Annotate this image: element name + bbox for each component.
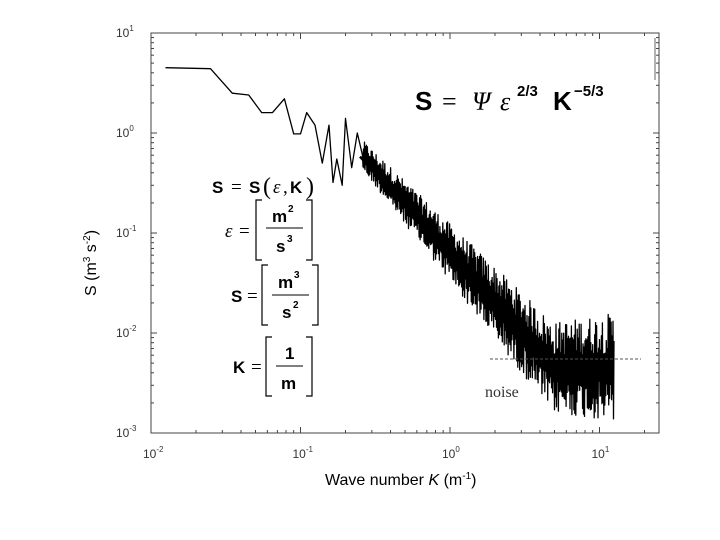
unit-eps-den-exp: 3	[287, 234, 293, 245]
y-tick-label: 100	[116, 124, 134, 140]
unit-eps-bracket-left	[255, 199, 262, 261]
x-tick-exp: 1	[605, 445, 610, 454]
y-tick-exp: -1	[129, 224, 137, 233]
y-tick-base: 10	[116, 326, 130, 340]
y-tick-base: 10	[116, 426, 130, 440]
x-tick-exp: -2	[156, 445, 164, 454]
x-axis-title-unit: (m	[439, 472, 462, 489]
x-axis-title-var: K	[428, 472, 440, 489]
x-axis-title-close: )	[471, 472, 476, 489]
x-tick-label: 101	[592, 445, 610, 461]
unit-eps-eq: =	[239, 221, 250, 242]
y-tick-exp: 1	[129, 24, 134, 33]
func-arg1: ε	[273, 177, 281, 198]
unit-eps-sym: ε	[225, 221, 233, 242]
formula-eq: =	[442, 87, 457, 116]
func-eq: =	[231, 177, 242, 198]
unit-eps-num-exp: 2	[288, 204, 294, 215]
unit-k-num: 1	[285, 344, 294, 363]
unit-k-bracket-left	[265, 336, 272, 397]
y-tick-base: 10	[116, 126, 130, 140]
y-axis-title-exp2: -2	[82, 235, 93, 244]
series-layer	[165, 67, 615, 420]
x-tick-base: 10	[442, 447, 456, 461]
y-tick-label: 101	[116, 24, 134, 40]
y-tick-exp: 0	[129, 124, 134, 133]
x-axis-title: Wave number K (m-1)	[325, 471, 476, 489]
unit-s-num-exp: 3	[294, 270, 300, 281]
y-tick-exp: -2	[129, 324, 137, 333]
y-tick-base: 10	[116, 226, 130, 240]
fit-layer	[359, 155, 451, 255]
func-open: (	[263, 174, 271, 200]
x-axis-title-exp: -1	[462, 471, 471, 482]
noise-label: noise	[485, 384, 519, 401]
unit-eps-bracket-right	[306, 199, 313, 261]
unit-k-bracket-right	[306, 336, 313, 397]
x-tick-labels: 10-2 10-1 100 101	[143, 445, 610, 461]
x-tick-exp: 0	[455, 445, 460, 454]
formula-lhs: S	[415, 86, 432, 116]
x-tick-base: 10	[143, 447, 157, 461]
formula-k: K	[553, 86, 572, 116]
x-axis-title-prefix: Wave number	[325, 472, 428, 489]
x-tick-label: 10-2	[143, 445, 164, 461]
formula-psi: Ψ	[472, 87, 493, 116]
unit-s-bracket-right	[312, 264, 319, 326]
unit-k-eq: =	[251, 357, 262, 378]
unit-s-bracket-left	[261, 264, 268, 326]
unit-eps: ε = m 2 s 3	[225, 199, 313, 261]
unit-s-eq: =	[247, 286, 258, 307]
func-close: )	[306, 174, 314, 200]
x-tick-label: 10-1	[293, 445, 314, 461]
y-tick-base: 10	[116, 26, 130, 40]
y-axis-title-mid: s	[83, 244, 100, 256]
unit-k: K = 1 m	[233, 336, 313, 397]
x-tick-label: 100	[442, 445, 460, 461]
func-arg2: K	[290, 178, 303, 197]
unit-k-sym: K	[233, 358, 246, 377]
y-tick-exp: -3	[129, 424, 137, 433]
spectrum-line	[165, 67, 615, 420]
x-tick-exp: -1	[306, 445, 314, 454]
y-axis-title: S (m3 s-2)	[82, 230, 100, 296]
x-tick-base: 10	[293, 447, 307, 461]
func-fn: S	[249, 178, 260, 197]
x-tick-base: 10	[592, 447, 606, 461]
fit-line	[359, 155, 451, 255]
unit-s-num: m	[278, 273, 293, 292]
plot-frame	[150, 32, 660, 434]
unit-eps-den: s	[276, 237, 285, 256]
y-axis-title-prefix: S (m	[83, 262, 100, 296]
formula-eps-exp: 2/3	[517, 83, 538, 100]
unit-s-sym: S	[231, 287, 242, 306]
main-formula: S = Ψ ε 2/3 K −5/3	[415, 83, 604, 116]
unit-s-den: s	[282, 303, 291, 322]
formula-k-exp: −5/3	[574, 83, 604, 100]
unit-s-den-exp: 2	[293, 300, 299, 311]
y-tick-label: 10-3	[116, 424, 137, 440]
func-lhs: S	[212, 178, 223, 197]
functional-relation: S = S ( ε , K )	[212, 174, 314, 200]
y-axis-title-suffix: )	[83, 230, 100, 235]
func-comma: ,	[283, 177, 288, 198]
unit-eps-num: m	[272, 207, 287, 226]
unit-k-den: m	[281, 374, 296, 393]
y-axis-title-exp1: 3	[82, 256, 93, 262]
y-tick-label: 10-2	[116, 324, 137, 340]
formula-eps: ε	[500, 87, 511, 116]
unit-s: S = m 3 s 2	[231, 264, 319, 326]
y-tick-label: 10-1	[116, 224, 137, 240]
